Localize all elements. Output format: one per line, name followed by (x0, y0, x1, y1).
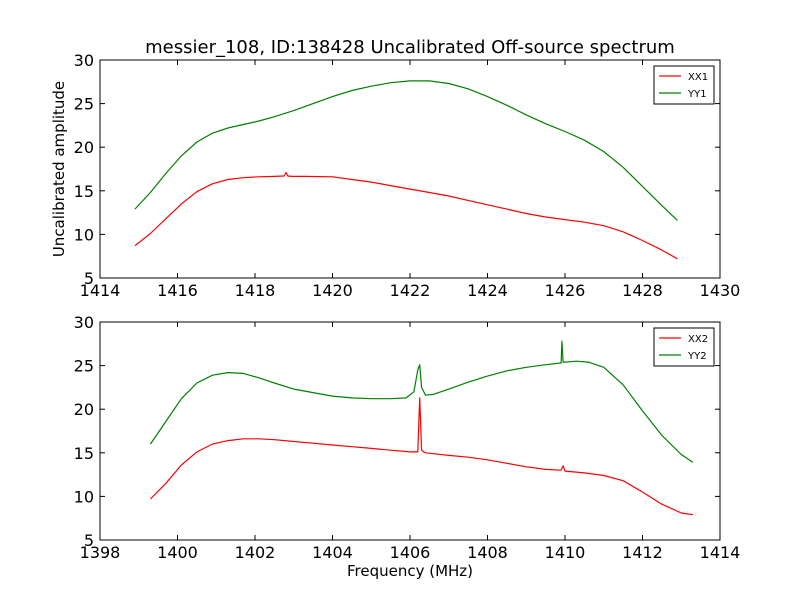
bottom-legend-box (653, 327, 715, 367)
bottom-legend-label-yy2: YY2 (687, 351, 707, 362)
top-series-layer (134, 80, 678, 260)
bottom-x-tick-label: 1412 (622, 543, 663, 562)
top-y-tick-label: 5 (84, 269, 94, 288)
top-y-tick-label: 25 (74, 95, 94, 114)
bottom-panel: 1398 1400 1402 1404 1406 1408 1410 1412 1414 5 10 1… (74, 313, 741, 580)
top-ticks-layer: 1414 1416 1418 1420 1422 1424 1426 1428 1430 5 10 1… (74, 51, 741, 300)
bottom-y-tick-label: 30 (74, 313, 94, 332)
bottom-legend-label-xx2: XX2 (688, 334, 708, 345)
top-legend-label-xx1: XX1 (688, 72, 708, 83)
bottom-y-tick-label: 15 (74, 444, 94, 463)
bottom-series-line-xx2 (149, 397, 693, 516)
bottom-series-layer (149, 340, 694, 516)
top-x-tick-label: 1414 (80, 281, 121, 300)
bottom-y-tick-label: 5 (84, 531, 94, 550)
bottom-x-tick-label: 1406 (390, 543, 431, 562)
bottom-x-tick-label: 1398 (80, 543, 121, 562)
top-y-tick-label: 20 (74, 138, 94, 157)
bottom-y-tick-label: 20 (74, 400, 94, 419)
bottom-x-tick-label: 1414 (700, 543, 741, 562)
top-panel: 1414 1416 1418 1420 1422 1424 1426 1428 1430 5 10 1… (50, 37, 740, 300)
top-x-tick-label: 1430 (700, 281, 741, 300)
top-y-tick-label: 10 (74, 225, 94, 244)
top-chart-title: messier_108, ID:138428 Uncalibrated Off-… (145, 37, 675, 58)
top-legend-box (653, 65, 715, 105)
bottom-ticks-layer: 1398 1400 1402 1404 1406 1408 1410 1412 1414 5 10 1… (74, 313, 741, 562)
top-x-tick-label: 1424 (467, 281, 508, 300)
bottom-x-tick-label: 1400 (157, 543, 198, 562)
top-y-axis-label: Uncalibrated amplitude (50, 81, 68, 257)
bottom-series-line-yy2 (149, 340, 694, 463)
top-x-tick-label: 1416 (157, 281, 198, 300)
top-x-tick-label: 1426 (545, 281, 586, 300)
top-legend: XX1 YY1 (653, 65, 715, 105)
bottom-x-tick-label: 1410 (545, 543, 586, 562)
bottom-legend: XX2 YY2 (653, 327, 715, 367)
top-legend-label-yy1: YY1 (687, 89, 707, 100)
bottom-y-tick-label: 10 (74, 487, 94, 506)
top-x-tick-label: 1420 (312, 281, 353, 300)
top-x-tick-label: 1428 (622, 281, 663, 300)
bottom-x-tick-label: 1408 (467, 543, 508, 562)
bottom-y-tick-label: 25 (74, 357, 94, 376)
bottom-x-axis-label: Frequency (MHz) (347, 562, 473, 580)
bottom-x-tick-label: 1404 (312, 543, 353, 562)
top-x-tick-label: 1418 (235, 281, 276, 300)
top-y-tick-label: 15 (74, 182, 94, 201)
top-y-tick-label: 30 (74, 51, 94, 70)
bottom-x-tick-label: 1402 (235, 543, 276, 562)
top-x-tick-label: 1422 (390, 281, 431, 300)
top-series-line-yy1 (134, 80, 678, 221)
top-series-line-xx1 (134, 171, 678, 260)
